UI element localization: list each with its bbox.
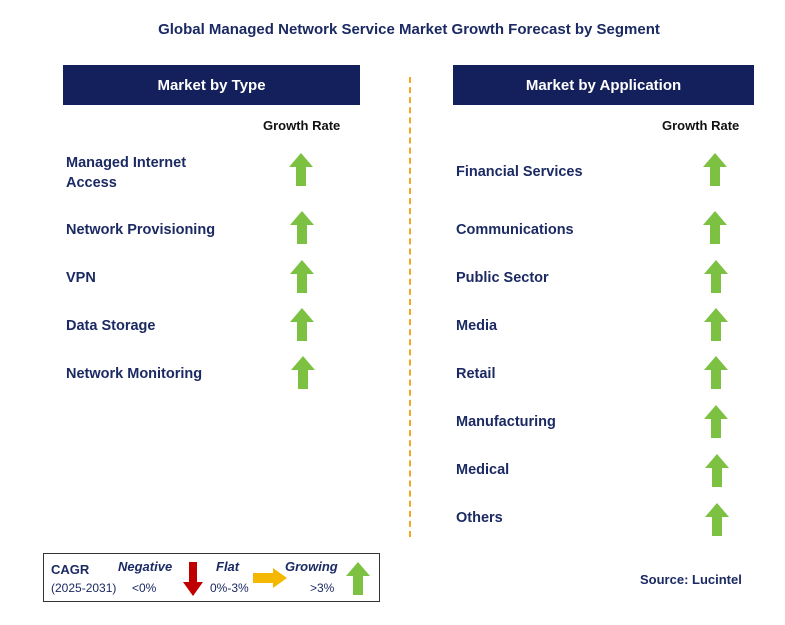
up-arrow-icon [289, 153, 313, 186]
source-credit: Source: Lucintel [640, 572, 742, 587]
application-item-medical: Medical [456, 462, 510, 478]
legend-growing-label: Growing [285, 559, 338, 574]
market-by-type-header-label: Market by Type [157, 76, 266, 94]
cagr-legend: CAGR (2025-2031) Negative <0% Flat 0%-3%… [43, 553, 380, 602]
type-item-vpn: VPN [66, 270, 96, 286]
legend-growing-range: >3% [310, 581, 335, 595]
panel-divider [409, 77, 411, 537]
legend-period: (2025-2031) [51, 581, 117, 595]
up-arrow-icon [290, 260, 314, 293]
up-arrow-icon [291, 356, 315, 389]
legend-negative-label: Negative [118, 559, 173, 574]
up-arrow-icon [705, 503, 729, 536]
market-by-application-header-label: Market by Application [525, 76, 682, 94]
up-arrow-icon [703, 153, 727, 186]
application-item-financial-services: Financial Services [456, 164, 583, 180]
legend-cagr-label: CAGR [51, 562, 90, 577]
market-by-type-header: Market by Type [63, 65, 360, 105]
legend-flat-range: 0%-3% [210, 581, 249, 595]
application-item-retail: Retail [456, 366, 496, 382]
application-item-public-sector: Public Sector [456, 270, 549, 286]
type-item-network-provisioning: Network Provisioning [66, 222, 216, 238]
type-item-managed-internet-access: Managed Internet Access [66, 155, 187, 191]
up-arrow-icon [704, 356, 728, 389]
growth-rate-label-application: Growth Rate [662, 118, 740, 133]
up-arrow-icon [290, 211, 314, 244]
application-item-manufacturing: Manufacturing [456, 414, 556, 430]
up-arrow-icon [290, 308, 314, 341]
legend-negative-range: <0% [132, 581, 157, 595]
type-item-network-monitoring: Network Monitoring [66, 366, 203, 382]
type-item-data-storage: Data Storage [66, 318, 156, 334]
up-arrow-icon [703, 211, 727, 244]
page-title: Global Managed Network Service Market Gr… [158, 21, 660, 38]
up-arrow-icon [346, 562, 370, 595]
up-arrow-icon [704, 260, 728, 293]
growth-rate-label-type: Growth Rate [263, 118, 341, 133]
market-by-application-header: Market by Application [453, 65, 754, 105]
legend-flat-label: Flat [216, 559, 240, 574]
up-arrow-icon [705, 454, 729, 487]
application-item-communications: Communications [456, 222, 574, 238]
right-arrow-icon [253, 568, 287, 588]
application-item-others: Others [456, 510, 503, 526]
up-arrow-icon [704, 405, 728, 438]
up-arrow-icon [704, 308, 728, 341]
down-arrow-icon [183, 562, 203, 596]
application-item-media: Media [456, 318, 498, 334]
